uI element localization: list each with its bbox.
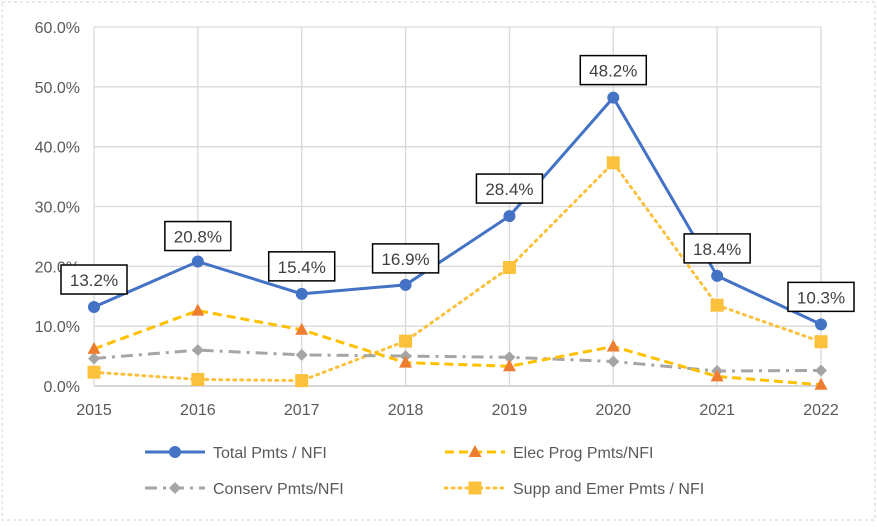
x-tick-label: 2017 (284, 402, 320, 419)
circle-marker (295, 287, 308, 300)
x-tick-label: 2022 (803, 402, 839, 419)
x-tick-label: 2015 (76, 402, 112, 419)
triangle-marker (295, 322, 309, 335)
diamond-marker (191, 344, 204, 357)
legend-label: Elec Prog Pmts/NFI (513, 445, 653, 462)
x-tick-label: 2016 (180, 402, 216, 419)
circle-marker (815, 318, 827, 331)
square-marker (710, 298, 724, 312)
circle-marker (607, 91, 620, 104)
diamond-marker (607, 355, 620, 368)
x-tick-label: 2020 (595, 402, 631, 419)
triangle-marker (502, 359, 516, 372)
legend-item: Supp and Emer Pmts / NFI (443, 481, 704, 498)
y-tick-label: 40.0% (35, 140, 80, 157)
data-label: 13.2% (70, 271, 118, 290)
triangle-marker (814, 377, 828, 390)
circle-marker (503, 210, 516, 223)
diamond-marker (295, 348, 308, 361)
diamond-marker (815, 364, 827, 377)
y-tick-label: 60.0% (35, 20, 80, 37)
data-label: 48.2% (589, 62, 637, 81)
legend-item: Total Pmts / NFI (145, 445, 327, 462)
circle-marker (88, 301, 100, 314)
data-label: 15.4% (278, 258, 326, 277)
y-tick-label: 30.0% (35, 200, 80, 217)
square-marker (814, 335, 828, 349)
square-marker (295, 374, 309, 388)
diamond-marker (169, 482, 181, 494)
triangle-marker (606, 339, 620, 352)
series-line (93, 309, 822, 387)
data-label-box (60, 264, 128, 295)
triangle-marker (468, 445, 482, 457)
data-label: 10.3% (797, 288, 845, 307)
legend-item: Elec Prog Pmts/NFI (445, 445, 653, 462)
triangle-marker (399, 355, 413, 368)
diamond-marker (503, 351, 516, 364)
diamond-marker (88, 352, 100, 365)
circle-marker (169, 446, 181, 458)
legend-item: Conserv Pmts/NFI (145, 481, 344, 498)
data-label-box (787, 281, 855, 313)
square-marker (468, 481, 482, 495)
data-label: 18.4% (693, 240, 741, 259)
legend-label: Conserv Pmts/NFI (213, 481, 344, 498)
x-tick-label: 2019 (492, 402, 528, 419)
circle-marker (191, 255, 204, 268)
square-marker (87, 365, 101, 379)
y-tick-label: 0.0% (44, 379, 80, 396)
data-label-box (683, 233, 751, 264)
square-marker (191, 372, 205, 386)
series-line (92, 160, 823, 383)
data-label-box (371, 243, 440, 274)
data-label-box (164, 220, 232, 252)
triangle-marker (87, 341, 101, 354)
circle-marker (399, 278, 412, 291)
data-label: 28.4% (485, 180, 533, 199)
data-label-box (267, 251, 336, 282)
legend-label: Supp and Emer Pmts / NFI (513, 481, 704, 498)
square-marker (502, 261, 516, 275)
x-tick-label: 2021 (699, 402, 735, 419)
data-label-box (475, 173, 544, 204)
circle-marker (711, 269, 724, 282)
data-label: 20.8% (174, 228, 222, 247)
data-label: 16.9% (381, 250, 429, 269)
y-tick-label: 10.0% (35, 319, 80, 336)
square-marker (606, 156, 620, 170)
square-marker (399, 334, 413, 348)
triangle-marker (710, 369, 724, 382)
y-tick-label: 50.0% (35, 80, 80, 97)
legend-label: Total Pmts / NFI (213, 445, 327, 462)
x-tick-label: 2018 (388, 402, 424, 419)
data-label-box (579, 54, 648, 86)
triangle-marker (191, 303, 205, 316)
